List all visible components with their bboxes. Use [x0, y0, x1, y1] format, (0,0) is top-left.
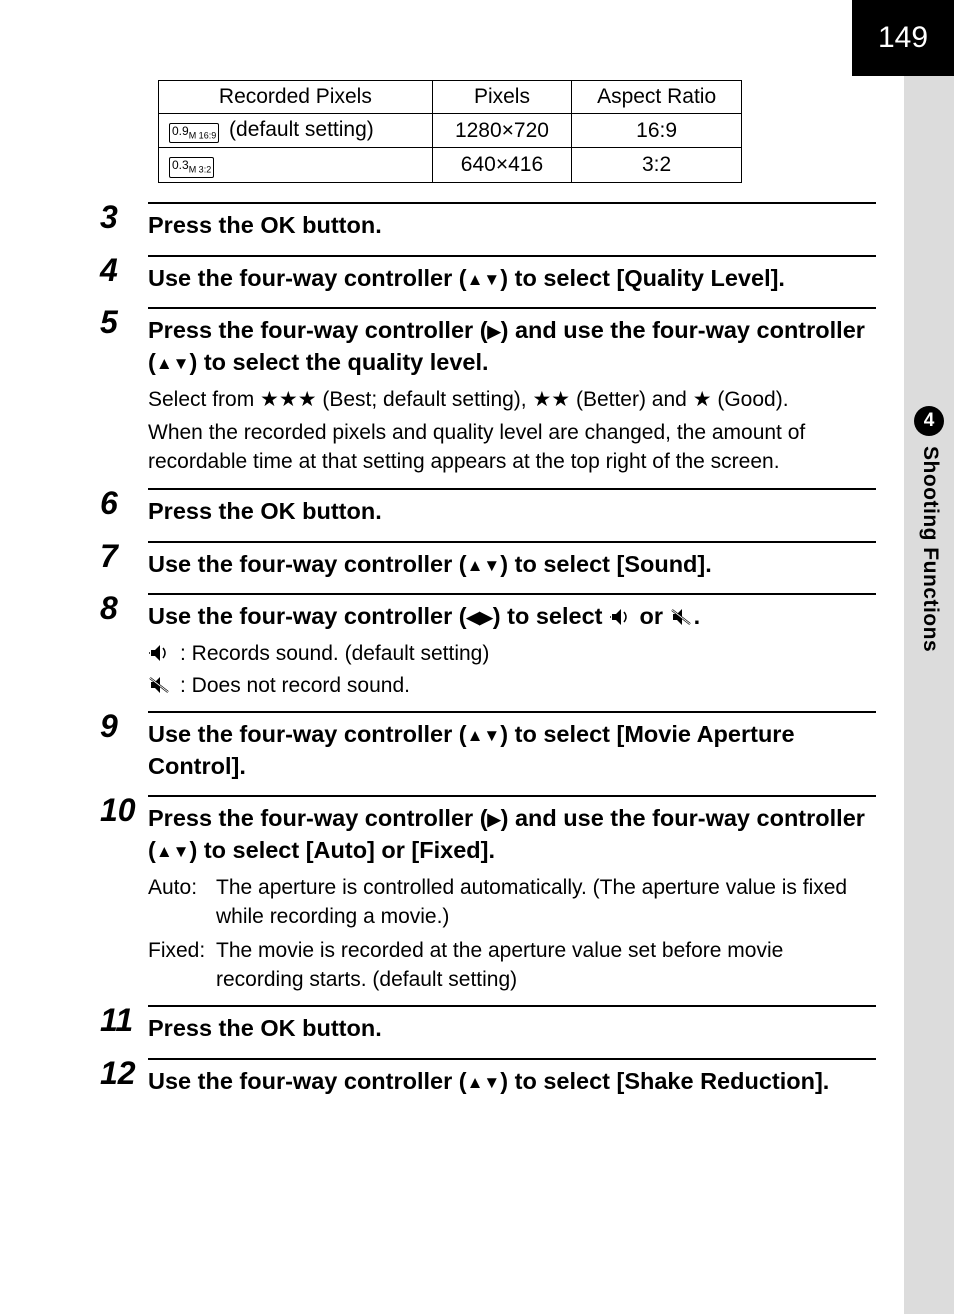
step-body: Use the four-way controller (▲▼) to sele…	[148, 541, 876, 587]
cell-pixels-0: 1280×720	[432, 114, 571, 148]
aperture-def-list: Auto: The aperture is controlled automati…	[148, 873, 876, 995]
sound-off-icon	[670, 603, 694, 629]
cell-recorded-1: 0.3M 3:2	[159, 148, 433, 182]
step-body: Press the OK button.	[148, 202, 876, 248]
sound-on-label: : Records sound. (default setting)	[180, 639, 489, 669]
step-6: 6 Press the OK button.	[100, 487, 876, 534]
th-aspect-ratio: Aspect Ratio	[572, 81, 742, 114]
step-9: 9 Use the four-way controller (▲▼) to se…	[100, 710, 876, 788]
sound-option-list: : Records sound. (default setting) : Doe…	[148, 639, 876, 702]
px-icon-09m: 0.9M 16:9	[169, 123, 219, 143]
updown-arrows-icon: ▲▼	[156, 354, 190, 373]
th-pixels: Pixels	[432, 81, 571, 114]
two-star-icon: ★★	[532, 388, 570, 411]
list-item: : Records sound. (default setting)	[148, 639, 876, 669]
step-heading: Use the four-way controller (▲▼) to sele…	[148, 719, 876, 782]
step-number: 9	[100, 708, 148, 785]
step-heading: Use the four-way controller (▲▼) to sele…	[148, 263, 876, 295]
updown-arrows-icon: ▲▼	[467, 556, 501, 575]
step-11: 11 Press the OK button.	[100, 1004, 876, 1051]
step-10: 10 Press the four-way controller (▶) and…	[100, 794, 876, 998]
sound-on-icon	[148, 639, 172, 669]
fixed-value: The movie is recorded at the aperture va…	[216, 936, 876, 995]
step-number: 7	[100, 538, 148, 584]
updown-arrows-icon: ▲▼	[467, 1073, 501, 1092]
step-3: 3 Press the OK button.	[100, 201, 876, 248]
step-5: 5 Press the four-way controller (▶) and …	[100, 306, 876, 481]
step-heading: Use the four-way controller (◀▶) to sele…	[148, 601, 876, 633]
updown-arrows-icon: ▲▼	[467, 270, 501, 289]
step-number: 11	[100, 1002, 148, 1048]
step-text: Select from ★★★ (Best; default setting),…	[148, 385, 876, 414]
sound-off-label: : Does not record sound.	[180, 671, 410, 701]
step-body: Press the four-way controller (▶) and us…	[148, 795, 876, 998]
step-heading: Press the OK button.	[148, 210, 876, 242]
list-item: Auto: The aperture is controlled automati…	[148, 873, 876, 932]
step-number: 6	[100, 485, 148, 531]
step-number: 5	[100, 304, 148, 478]
right-arrow-icon: ▶	[488, 810, 501, 829]
step-body: Press the OK button.	[148, 488, 876, 534]
pixels-table: Recorded Pixels Pixels Aspect Ratio 0.9M…	[158, 80, 742, 183]
step-heading: Press the four-way controller (▶) and us…	[148, 803, 876, 866]
table-header-row: Recorded Pixels Pixels Aspect Ratio	[159, 81, 742, 114]
one-star-icon: ★	[693, 388, 712, 411]
step-body: Use the four-way controller (▲▼) to sele…	[148, 1058, 876, 1104]
table-row: 0.3M 3:2 640×416 3:2	[159, 148, 742, 182]
step-8: 8 Use the four-way controller (◀▶) to se…	[100, 592, 876, 704]
table-row: 0.9M 16:9 (default setting) 1280×720 16:…	[159, 114, 742, 148]
ok-label: OK	[260, 212, 295, 238]
cell-ratio-0: 16:9	[572, 114, 742, 148]
step-number: 8	[100, 590, 148, 701]
list-item: Fixed: The movie is recorded at the apert…	[148, 936, 876, 995]
step-12: 12 Use the four-way controller (▲▼) to s…	[100, 1057, 876, 1104]
page: 149 4 Shooting Functions Recorded Pixels…	[0, 0, 954, 1314]
updown-arrows-icon: ▲▼	[156, 842, 190, 861]
step-body: Use the four-way controller (◀▶) to sele…	[148, 593, 876, 704]
updown-arrows-icon: ▲▼	[467, 726, 501, 745]
step-body: Press the four-way controller (▶) and us…	[148, 307, 876, 481]
step-heading: Press the OK button.	[148, 1013, 876, 1045]
page-number: 149	[878, 21, 928, 55]
step-heading: Use the four-way controller (▲▼) to sele…	[148, 1066, 876, 1098]
th-recorded-pixels: Recorded Pixels	[159, 81, 433, 114]
step-body: Use the four-way controller (▲▼) to sele…	[148, 255, 876, 301]
step-7: 7 Use the four-way controller (▲▼) to se…	[100, 540, 876, 587]
cell-pixels-1: 640×416	[432, 148, 571, 182]
sound-on-icon	[609, 603, 633, 629]
step-number: 10	[100, 792, 148, 995]
right-arrow-icon: ▶	[488, 322, 501, 341]
page-number-corner: 149	[852, 0, 954, 76]
step-heading: Press the four-way controller (▶) and us…	[148, 315, 876, 378]
step-number: 4	[100, 252, 148, 298]
auto-key: Auto:	[148, 873, 208, 902]
cell-recorded-0-label: (default setting)	[223, 118, 374, 141]
step-number: 12	[100, 1055, 148, 1101]
side-tab: 4 Shooting Functions	[904, 76, 954, 1314]
step-4: 4 Use the four-way controller (▲▼) to se…	[100, 254, 876, 301]
px-icon-03m: 0.3M 3:2	[169, 157, 214, 177]
cell-ratio-1: 3:2	[572, 148, 742, 182]
cell-recorded-0: 0.9M 16:9 (default setting)	[159, 114, 433, 148]
list-item: : Does not record sound.	[148, 671, 876, 701]
ok-label: OK	[260, 1015, 295, 1041]
step-body: Press the OK button.	[148, 1005, 876, 1051]
chapter-number: 4	[914, 406, 944, 436]
fixed-key: Fixed:	[148, 936, 208, 965]
leftright-arrows-icon: ◀▶	[467, 608, 493, 627]
three-star-icon: ★★★	[260, 388, 316, 411]
step-body: Use the four-way controller (▲▼) to sele…	[148, 711, 876, 788]
step-heading: Use the four-way controller (▲▼) to sele…	[148, 549, 876, 581]
step-number: 3	[100, 199, 148, 245]
ok-label: OK	[260, 498, 295, 524]
content: Recorded Pixels Pixels Aspect Ratio 0.9M…	[100, 76, 876, 1110]
auto-value: The aperture is controlled automatically…	[216, 873, 876, 932]
chapter-title: Shooting Functions	[918, 446, 942, 652]
step-text: When the recorded pixels and quality lev…	[148, 418, 876, 477]
step-heading: Press the OK button.	[148, 496, 876, 528]
sound-off-icon	[148, 671, 172, 701]
